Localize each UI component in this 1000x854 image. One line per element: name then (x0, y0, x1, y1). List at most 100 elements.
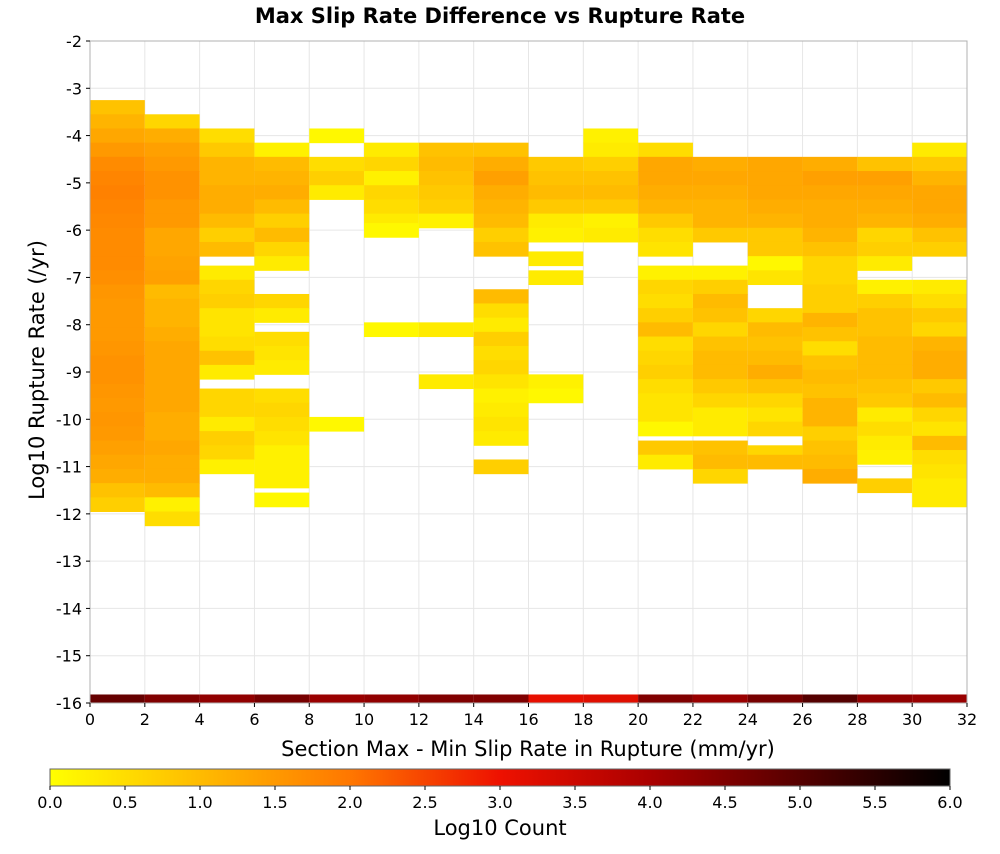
heatmap-bottom-cell (418, 694, 474, 703)
heatmap-cell (692, 293, 748, 309)
heatmap-cell (747, 379, 803, 394)
colorbar-tick-label: 0.5 (112, 793, 137, 812)
heatmap-cell (199, 171, 255, 186)
heatmap-bottom-cell (144, 694, 200, 703)
heatmap-cell (473, 431, 529, 446)
heatmap-cell (144, 171, 200, 186)
heatmap-bottom-cell (364, 694, 419, 703)
heatmap-cell (692, 227, 748, 243)
heatmap-cell (747, 256, 803, 271)
colorbar-tick-label: 3.0 (487, 793, 512, 812)
heatmap-cell (528, 388, 584, 404)
heatmap-bottom-cell (254, 694, 310, 703)
heatmap-cell (802, 327, 858, 342)
heatmap-cell (144, 312, 200, 328)
heatmap-cell (90, 199, 145, 215)
heatmap-cell (802, 199, 858, 215)
heatmap-cell (144, 241, 200, 257)
colorbar-tick-label: 0.0 (37, 793, 62, 812)
y-tick-label: -15 (56, 647, 82, 666)
x-tick-label: 28 (847, 710, 867, 729)
heatmap-cell (90, 142, 145, 158)
heatmap-cell (638, 293, 693, 309)
heatmap-cell (418, 171, 474, 186)
heatmap-cell (254, 199, 310, 215)
heatmap-cell (90, 100, 145, 115)
colorbar-tick-label: 5.5 (862, 793, 887, 812)
heatmap-cell (473, 374, 529, 390)
y-tick-label: -10 (56, 410, 82, 429)
heatmap-cell (473, 156, 529, 172)
heatmap-cell (418, 213, 474, 229)
heatmap-cell (254, 445, 310, 460)
heatmap-cell (857, 156, 913, 172)
heatmap-cell (692, 364, 748, 380)
heatmap-cell (473, 289, 529, 304)
heatmap-cell (747, 270, 803, 286)
heatmap-cell (90, 298, 145, 314)
heatmap-cell (802, 355, 858, 371)
heatmap-cell (802, 398, 858, 413)
heatmap-cell (473, 227, 529, 243)
colorbar-tick-label: 3.5 (562, 793, 587, 812)
heatmap-cell (199, 185, 255, 200)
heatmap-cell (638, 265, 693, 281)
x-tick-label: 30 (902, 710, 922, 729)
heatmap-cell (747, 393, 803, 408)
heatmap-cell (857, 293, 913, 309)
heatmap-cell (912, 279, 967, 295)
colorbar (49, 768, 951, 787)
heatmap-cell (144, 142, 200, 158)
heatmap-bottom-cell (692, 694, 748, 703)
colorbar-ticks: 0.0 0.5 1.0 1.5 2.0 2.5 3.0 3.5 4.0 4.5 5.0 5.5 6.0 (37, 786, 963, 812)
heatmap-cell (912, 450, 967, 465)
heatmap-cell (747, 185, 803, 200)
heatmap-cell (473, 416, 529, 432)
heatmap-cell (144, 468, 200, 484)
heatmap-cell (418, 374, 474, 390)
heatmap-cell (692, 407, 748, 423)
heatmap-cell (692, 199, 748, 215)
heatmap-cell (199, 128, 255, 144)
heatmap-cell (254, 293, 310, 309)
heatmap-cell (802, 383, 858, 399)
chart-title: Max Slip Rate Difference vs Rupture Rate (255, 4, 745, 28)
heatmap-cell (692, 265, 748, 281)
heatmap-cell (857, 336, 913, 352)
heatmap-cell (144, 270, 200, 286)
heatmap-cell (692, 468, 748, 484)
heatmap-cell (90, 171, 145, 186)
heatmap-cell (90, 483, 145, 498)
heatmap-cell (802, 426, 858, 442)
x-tick-label: 18 (573, 710, 593, 729)
heatmap-cell (254, 156, 310, 172)
x-axis-label: Section Max - Min Slip Rate in Rupture (… (281, 737, 775, 761)
heatmap-cell (309, 156, 365, 172)
heatmap-cell (144, 341, 200, 356)
colorbar-tick-label: 4.0 (637, 793, 662, 812)
heatmap-cell (144, 483, 200, 498)
heatmap-bottom-cell (528, 694, 584, 703)
heatmap-cell (857, 450, 913, 465)
heatmap-cell (747, 336, 803, 352)
heatmap-cell (638, 350, 693, 366)
heatmap-bottom-cell (199, 694, 255, 703)
heatmap-cell (254, 331, 310, 347)
heatmap-cell (747, 364, 803, 380)
heatmap-cell (90, 114, 145, 129)
y-tick-label: -6 (66, 221, 82, 240)
heatmap-cell (309, 416, 365, 432)
heatmap-cell (912, 364, 967, 380)
heatmap-cell (802, 312, 858, 328)
heatmap-cell (912, 185, 967, 200)
heatmap-cell (528, 227, 584, 243)
heatmap-cell (747, 322, 803, 338)
y-tick-label: -4 (66, 127, 82, 146)
heatmap-cell (90, 284, 145, 300)
x-tick-label: 24 (738, 710, 758, 729)
heatmap-cell (857, 241, 913, 257)
heatmap-cell (90, 256, 145, 271)
heatmap-cell (857, 213, 913, 229)
heatmap-cell (144, 497, 200, 512)
